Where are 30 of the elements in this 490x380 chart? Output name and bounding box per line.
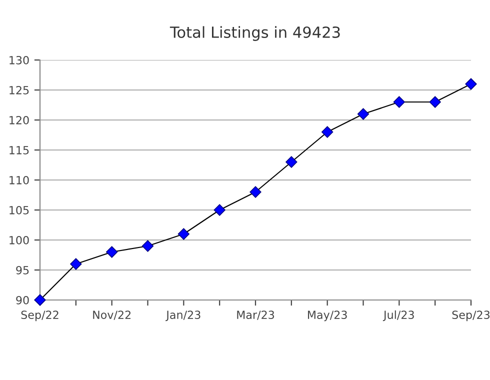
y-tick-label: 110 bbox=[10, 176, 29, 184]
point bbox=[70, 258, 82, 270]
point bbox=[214, 204, 226, 216]
y-tick-label: 120 bbox=[10, 116, 29, 124]
point bbox=[357, 108, 370, 120]
point bbox=[106, 246, 118, 258]
x-tick-label: Sep/22 bbox=[21, 310, 58, 322]
x-tick-label: May/23 bbox=[308, 310, 347, 322]
y-tick-label: 100 bbox=[10, 236, 29, 244]
y-tick-label: 95 bbox=[16, 266, 29, 274]
point bbox=[429, 96, 441, 108]
x-tick-label: Jul/23 bbox=[382, 310, 414, 322]
y-tick-label: 130 bbox=[10, 56, 29, 64]
x-tick-label: Nov/22 bbox=[93, 310, 131, 320]
point bbox=[393, 96, 405, 108]
y-tick-label: 90 bbox=[16, 296, 29, 304]
point bbox=[34, 294, 46, 306]
point bbox=[178, 228, 190, 240]
x-tick-label: Jan/23 bbox=[166, 310, 200, 322]
x-tick-label: Sep/23 bbox=[452, 310, 490, 322]
point bbox=[286, 156, 298, 168]
point bbox=[322, 126, 334, 138]
chart-title: Total Listings in 49423 bbox=[170, 26, 340, 41]
y-tick-label: 105 bbox=[10, 206, 29, 214]
point bbox=[250, 186, 262, 198]
y-tick-label: 125 bbox=[10, 86, 29, 94]
point bbox=[142, 240, 154, 252]
point bbox=[465, 78, 477, 90]
x-tick-label: Mar/23 bbox=[237, 310, 274, 320]
y-tick-label: 115 bbox=[10, 146, 29, 154]
